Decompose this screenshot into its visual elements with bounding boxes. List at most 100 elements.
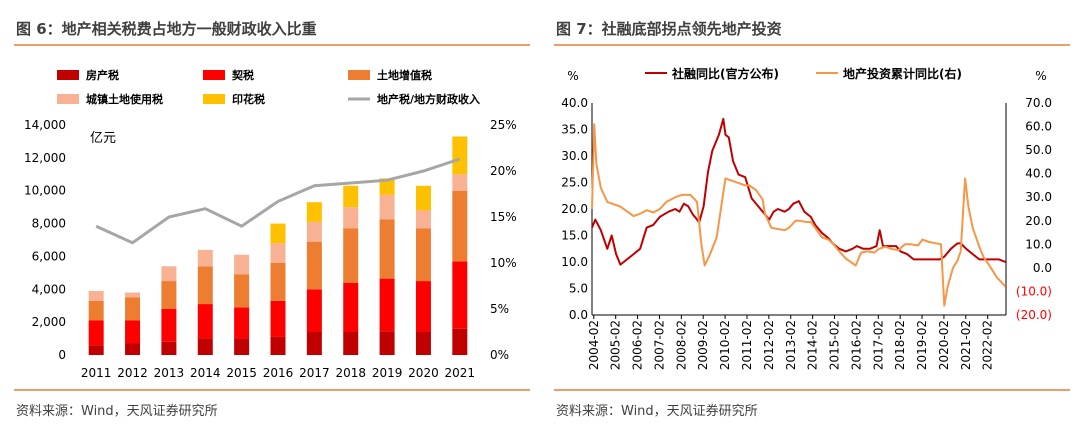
- x-tick-label: 2017-02: [871, 320, 885, 370]
- figure-6-source: 资料来源：Wind，天风证券研究所: [16, 404, 218, 419]
- bar-segment: [270, 336, 286, 355]
- bar-segment: [234, 338, 250, 355]
- bar-segment: [88, 320, 104, 346]
- bar-segment: [452, 190, 468, 262]
- y-tick-label: 8,000: [32, 217, 66, 231]
- bar-segment: [197, 249, 213, 267]
- legend-swatch: [57, 70, 79, 80]
- legend-label: 契税: [231, 68, 254, 82]
- x-tick-label: 2019-02: [915, 320, 929, 370]
- bar-segment: [343, 207, 359, 229]
- y2-tick-label: 25%: [490, 118, 517, 132]
- x-tick-label: 2006-02: [631, 320, 645, 370]
- x-tick-label: 2005-02: [609, 320, 623, 370]
- legend-swatch: [57, 94, 79, 104]
- bar-segment: [88, 290, 104, 301]
- y-tick-label: 6,000: [32, 249, 66, 263]
- bar-segment: [125, 292, 141, 298]
- figure-7-title: 图 7：社融底部拐点领先地产投资: [556, 20, 782, 38]
- x-tick-label: 2007-02: [652, 320, 666, 370]
- x-tick-label: 2012: [117, 366, 148, 380]
- bar-segment: [343, 185, 359, 208]
- bar-segment: [234, 274, 250, 308]
- x-tick-label: 2021: [445, 366, 476, 380]
- x-tick-label: 2004-02: [587, 320, 601, 370]
- top-rule: [14, 44, 530, 46]
- x-tick-label: 2015-02: [828, 320, 842, 370]
- figure-6-title: 图 6：地产相关税费占地方一般财政收入比重: [16, 20, 317, 38]
- bar-segment: [270, 300, 286, 337]
- bar-segment: [379, 331, 395, 355]
- bar-segment: [270, 243, 286, 263]
- bar-segment: [270, 263, 286, 301]
- y2-tick-label: 15%: [490, 210, 517, 224]
- legend-label: 土地增值税: [377, 68, 432, 82]
- x-tick-label: 2016: [263, 366, 294, 380]
- social-financing-chart: 社融同比(官方公布) 地产投资累计同比(右)% % 0.0 5.0 10.0 15.0 20.…: [561, 66, 1052, 370]
- y2-tick-label: (20.0): [1016, 308, 1052, 322]
- x-tick-label: 2010-02: [718, 320, 732, 370]
- y-tick-label: 35.0: [561, 123, 588, 137]
- y2-tick-label: 30.0: [1025, 190, 1052, 204]
- bar-segment: [270, 223, 286, 244]
- bar-segment: [161, 281, 177, 309]
- y2-tick-label: 20%: [490, 164, 517, 178]
- bar-segment: [306, 289, 322, 332]
- bar-segment: [88, 300, 104, 321]
- y-tick-label: 5.0: [569, 282, 588, 296]
- x-tick-label: 2012-02: [762, 320, 776, 370]
- bar-segment: [161, 266, 177, 282]
- y-axis-label: %: [567, 69, 578, 83]
- legend-label: 印花税: [232, 92, 265, 106]
- bar-segment: [415, 332, 431, 355]
- x-tick-label: 2011-02: [740, 320, 754, 370]
- y-tick-label: 12,000: [24, 151, 66, 165]
- bar-segment: [306, 202, 322, 222]
- ratio-line: [95, 157, 461, 245]
- legend-label: 社融同比(官方公布): [671, 66, 779, 81]
- legend-label: 房产税: [86, 68, 119, 82]
- y-tick-label: 0: [58, 348, 66, 362]
- bar-segment: [415, 228, 431, 282]
- bar-segment: [379, 194, 395, 220]
- x-tick-label: 2022-02: [981, 320, 995, 370]
- figure-6-panel: 图 6：地产相关税费占地方一般财政收入比重 房产税 契税 土地增值税 城镇土地使用税 印…: [14, 20, 530, 419]
- x-tick-label: 2011: [81, 366, 112, 380]
- y2-tick-label: 0%: [490, 348, 509, 362]
- figure-7-panel: 图 7：社融底部拐点领先地产投资 社融同比(官方公布) 地产投资累计同比(右)%%…: [540, 0, 1080, 431]
- x-tick-label: 2009-02: [696, 320, 710, 370]
- bar-segment: [234, 307, 250, 339]
- bar-segment: [161, 341, 177, 355]
- x-tick-label: 2013-02: [784, 320, 798, 370]
- y2-tick-label: 5%: [490, 302, 509, 316]
- x-tick-label: 2020: [408, 366, 439, 380]
- x-tick-label: 2018: [335, 366, 366, 380]
- property-investment-line: [591, 123, 1007, 307]
- x-tick-label: 2021-02: [959, 320, 973, 370]
- y-tick-label: 2,000: [32, 315, 66, 329]
- y2-tick-label: 10%: [490, 256, 517, 270]
- bottom-rule: [554, 389, 1070, 391]
- x-tick-label: 2016-02: [849, 320, 863, 370]
- figure-7-source: 资料来源：Wind，天风证券研究所: [556, 404, 758, 419]
- y-tick-label: 40.0: [561, 96, 588, 110]
- bar-segment: [306, 332, 322, 355]
- y-tick-label: 25.0: [561, 176, 588, 190]
- y2-tick-label: 70.0: [1025, 96, 1052, 110]
- bar-segment: [415, 185, 431, 211]
- top-rule: [554, 44, 1070, 46]
- bar-segment: [452, 174, 468, 191]
- unit-label: 亿元: [90, 131, 116, 146]
- legend-swatch: [348, 70, 370, 80]
- bar-segment: [452, 261, 468, 329]
- legend-label: 地产投资累计同比(右): [843, 66, 962, 81]
- x-tick-label: 2014-02: [806, 320, 820, 370]
- y2-tick-label: 10.0: [1025, 237, 1052, 251]
- bar-segment: [379, 178, 395, 195]
- x-tick-label: 2015: [226, 366, 257, 380]
- y2-tick-label: 60.0: [1025, 120, 1052, 134]
- y-tick-label: 15.0: [561, 229, 588, 243]
- social-financing-line: [591, 117, 1006, 266]
- x-tick-label: 2008-02: [674, 320, 688, 370]
